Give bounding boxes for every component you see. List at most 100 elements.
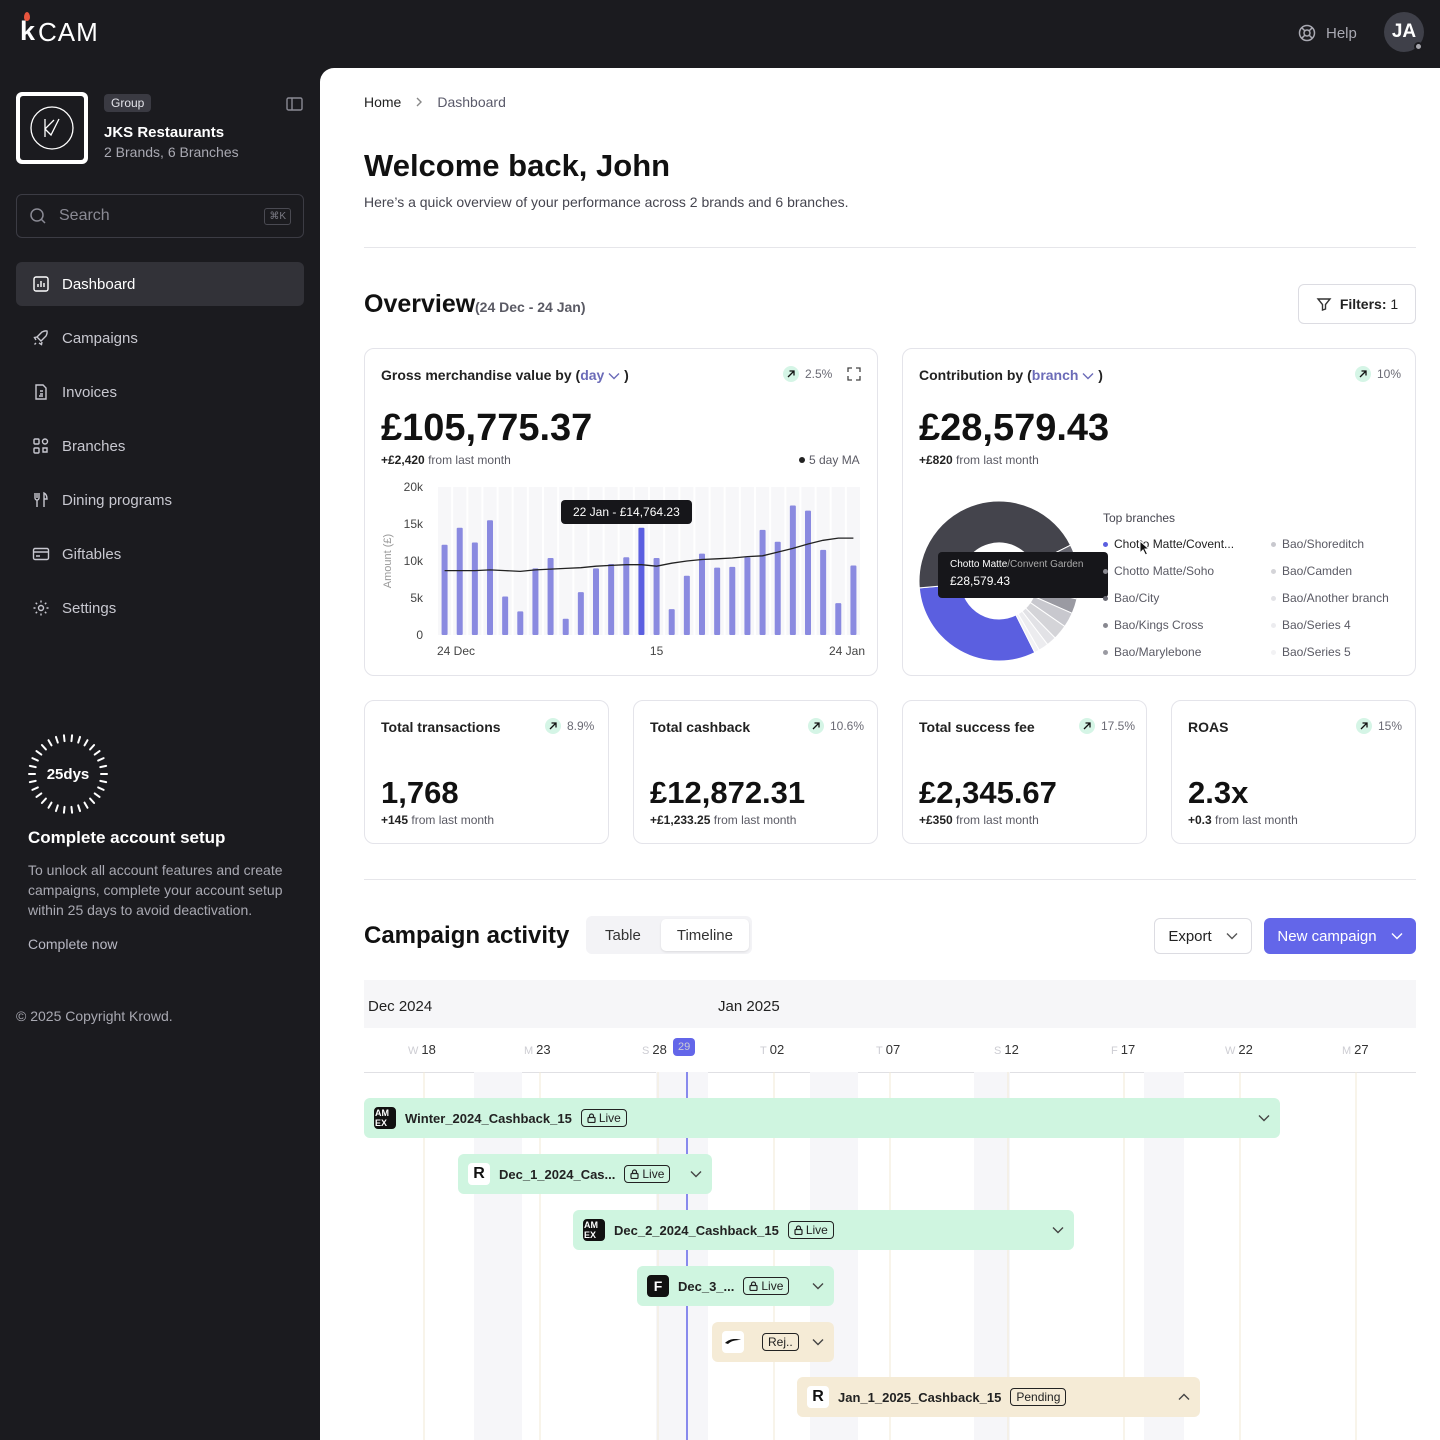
contribution-card: Contribution by (branch ) 10% £28,579.43… [902, 348, 1416, 676]
user-avatar[interactable]: JA [1384, 12, 1424, 52]
ring-tick [47, 801, 53, 809]
timeline-month: Dec 2024 [368, 998, 433, 1015]
campaign-bar[interactable]: AM EX Winter_2024_Cashback_15 Live [364, 1098, 1280, 1138]
chevron-down-icon[interactable] [1082, 372, 1094, 380]
legend-dot [1103, 622, 1108, 628]
legend-item[interactable]: Bao/Series 5 [1271, 645, 1351, 659]
sidebar-item-dashboard[interactable]: Dashboard [16, 262, 304, 306]
group-badge: Group [104, 94, 152, 112]
donut-tooltip: Chotto Matte/Convent Garden £28,579.43 [938, 552, 1108, 598]
campaign-bar[interactable]: AM EX Dec_2_2024_Cashback_15 Live [573, 1210, 1074, 1250]
gmv-bar [577, 592, 584, 635]
utensils-icon [34, 491, 48, 507]
legend-item[interactable]: Bao/Another branch [1271, 591, 1389, 605]
gmv-bar [623, 557, 630, 635]
sidebar-item-giftables[interactable]: Giftables [16, 532, 304, 576]
expand-icon[interactable] [847, 367, 861, 381]
campaign-name: Dec_2_2024_Cashback_15 [614, 1222, 779, 1238]
trend-up-icon [1356, 718, 1372, 734]
legend-item[interactable]: Bao/City [1103, 591, 1159, 605]
gmv-bar [789, 505, 796, 635]
breadcrumb-home[interactable]: Home [364, 94, 402, 110]
export-button[interactable]: Export [1154, 918, 1252, 954]
ring-tick [89, 797, 96, 804]
gmv-period-select[interactable]: day [580, 367, 605, 383]
trend-up-icon [783, 366, 799, 382]
chevron-down-icon[interactable] [812, 1338, 824, 1346]
stat-trend: 8.9% [545, 718, 594, 734]
org-emblem-icon [30, 106, 74, 150]
gmv-bar [759, 529, 766, 635]
chevron-down-icon[interactable] [812, 1282, 824, 1290]
stat-title: ROAS [1188, 719, 1229, 735]
sidebar-item-invoices[interactable]: Invoices [16, 370, 304, 414]
sidebar-toggle-icon[interactable] [286, 97, 303, 111]
complete-now-link[interactable]: Complete now [28, 936, 118, 952]
sidebar: Group JKS Restaurants 2 Brands, 6 Branch… [0, 68, 320, 1440]
legend-item[interactable]: Bao/Marylebone [1103, 645, 1201, 659]
gmv-delta: +£2,420 from last month [381, 453, 511, 467]
campaign-bar[interactable]: Rej.. [712, 1322, 834, 1362]
stat-trend: 15% [1356, 718, 1402, 734]
sidebar-item-branches[interactable]: Branches [16, 424, 304, 468]
help-button[interactable]: Help [1298, 24, 1357, 42]
chevron-down-icon[interactable] [1258, 1114, 1270, 1122]
x-tick-label: 24 Dec [437, 644, 475, 657]
overview-range: (24 Dec - 24 Jan) [475, 299, 586, 315]
campaign-bar[interactable]: F Dec_3_... Live [637, 1266, 834, 1306]
krowd-logo[interactable]: k CAM [20, 12, 99, 45]
y-tick-label: 10k [404, 554, 424, 568]
help-label: Help [1326, 24, 1357, 42]
org-subtitle: 2 Brands, 6 Branches [104, 144, 239, 160]
gmv-bar [774, 541, 781, 635]
bar-bg [574, 487, 588, 635]
legend-item[interactable]: Chotto Matte/Soho [1103, 564, 1214, 578]
ring-tick [40, 744, 47, 751]
legend-dot [1271, 568, 1276, 574]
lock-icon [587, 1113, 596, 1123]
search-input[interactable] [59, 207, 239, 225]
chevron-up-icon[interactable] [1178, 1393, 1190, 1401]
legend-item[interactable]: Bao/Shoreditch [1271, 537, 1364, 551]
ring-tick [40, 797, 47, 804]
stat-value: 2.3x [1188, 775, 1249, 810]
status-badge: Rej.. [762, 1333, 799, 1351]
status-badge: Live [787, 1221, 834, 1239]
org-name: JKS Restaurants [104, 124, 225, 141]
sidebar-item-label: Settings [62, 599, 117, 617]
bar-bg [589, 487, 603, 635]
gmv-value: £105,775.37 [381, 407, 593, 449]
chevron-down-icon [1391, 933, 1403, 940]
search-box[interactable]: ⌘K [16, 194, 304, 238]
campaign-bar[interactable]: R Dec_1_2024_Cas... Live [458, 1154, 712, 1194]
sidebar-item-settings[interactable]: Settings [16, 586, 304, 630]
chevron-down-icon[interactable] [690, 1170, 702, 1178]
gmv-bar [532, 568, 539, 635]
legend-item[interactable]: Chotto Matte/Covent... [1103, 537, 1234, 551]
legend-item[interactable]: Bao/Camden [1271, 564, 1352, 578]
contribution-group-select[interactable]: branch [1031, 367, 1079, 383]
sidebar-item-label: Giftables [62, 545, 122, 563]
tab-timeline[interactable]: Timeline [660, 919, 749, 951]
chevron-down-icon[interactable] [1052, 1226, 1064, 1234]
bar-bg [528, 487, 542, 635]
status-badge: Pending [1010, 1388, 1067, 1406]
timeline-today: 29 [673, 1038, 698, 1056]
gmv-bar [668, 609, 675, 635]
legend-item[interactable]: Bao/Kings Cross [1103, 618, 1203, 632]
sidebar-item-dining-programs[interactable]: Dining programs [16, 478, 304, 522]
stat-value: £12,872.31 [650, 775, 806, 810]
new-campaign-button[interactable]: New campaign [1264, 918, 1416, 954]
tab-table[interactable]: Table [605, 926, 641, 944]
legend-item[interactable]: Bao/Series 4 [1271, 618, 1351, 632]
bar-bg [604, 487, 618, 635]
chevron-down-icon[interactable] [608, 372, 620, 380]
ring-tick [83, 739, 89, 747]
sidebar-item-campaigns[interactable]: Campaigns [16, 316, 304, 360]
campaign-name: Winter_2024_Cashback_15 [405, 1110, 572, 1126]
branches-icon [33, 438, 49, 454]
campaign-bar[interactable]: R Jan_1_2025_Cashback_15 Pending [797, 1377, 1200, 1417]
search-icon [30, 208, 46, 224]
filters-button[interactable]: Filters: 1 [1298, 284, 1416, 324]
bar-bg [665, 487, 679, 635]
